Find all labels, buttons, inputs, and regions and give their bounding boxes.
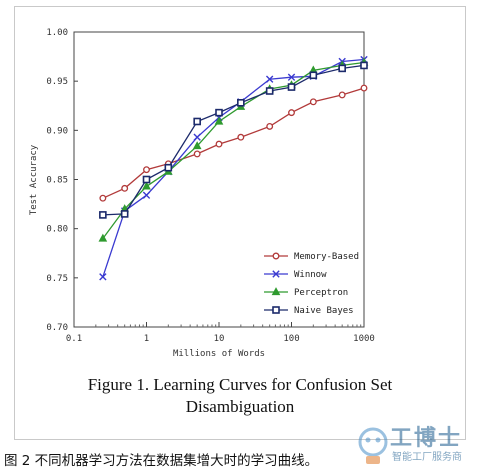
data-point-naive-bayes (237, 99, 245, 107)
figure-caption-line2: Disambiguation (185, 397, 295, 416)
data-point-naive-bayes (309, 71, 318, 80)
watermark-subtitle: 智能工厂服务商 (392, 452, 462, 463)
data-point-naive-bayes (142, 175, 151, 184)
series-perceptron (98, 57, 369, 242)
x-tick-label: 100 (283, 334, 299, 344)
y-axis-label: Test Accuracy (29, 144, 39, 215)
data-point-winnow (99, 273, 107, 281)
data-point-memory-based (309, 98, 317, 106)
x-tick-label: 0.1 (66, 334, 82, 344)
data-point-naive-bayes (120, 210, 129, 218)
series-line-memory-based (102, 87, 365, 199)
series-memory-based (99, 84, 368, 202)
y-tick-label: 0.70 (46, 323, 68, 333)
watermark-logo: 工博士 智能工厂服务商 (356, 418, 480, 470)
data-point-winnow (265, 75, 274, 83)
series-line-perceptron (102, 61, 365, 239)
legend-label-memory-based: Memory-Based (294, 252, 359, 262)
data-point-memory-based (121, 184, 129, 192)
data-point-perceptron (214, 116, 224, 125)
data-point-memory-based (99, 194, 107, 202)
data-point-memory-based (237, 133, 245, 141)
y-tick-label: 0.95 (46, 77, 68, 87)
figure-caption-line1: Figure 1. Learning Curves for Confusion … (87, 375, 393, 394)
data-point-winnow (193, 133, 201, 141)
data-point-naive-bayes (215, 108, 223, 117)
y-tick-label: 0.85 (46, 176, 68, 186)
x-axis-label: Millions of Words (173, 349, 265, 359)
data-point-naive-bayes (193, 117, 201, 126)
legend-marker-naive-bayes (272, 306, 280, 314)
legend-label-naive-bayes: Naive Bayes (294, 306, 354, 316)
legend-marker-winnow (272, 270, 280, 278)
data-point-winnow (142, 191, 151, 199)
data-point-naive-bayes (287, 83, 296, 91)
data-point-memory-based (215, 140, 223, 148)
y-tick-label: 1.00 (46, 28, 68, 38)
series-naive-bayes (99, 61, 368, 219)
legend-marker-memory-based (272, 252, 280, 260)
chinese-caption: 图 2 不同机器学习方法在数据集增大时的学习曲线。 (4, 453, 319, 469)
y-tick-label: 0.90 (46, 126, 68, 136)
x-tick-label: 1 (144, 334, 149, 344)
x-tick-label: 10 (214, 334, 225, 344)
legend-entry-winnow: Winnow (264, 270, 327, 280)
figure-caption: Figure 1. Learning Curves for Confusion … (14, 374, 466, 418)
data-point-perceptron (98, 233, 108, 242)
data-point-memory-based (338, 91, 346, 99)
data-point-naive-bayes (99, 211, 107, 219)
x-tick-label: 1000 (353, 334, 375, 344)
data-point-perceptron (192, 141, 202, 150)
y-tick-label: 0.75 (46, 274, 68, 284)
figure-frame (14, 6, 466, 440)
data-point-memory-based (266, 122, 274, 130)
legend-entry-naive-bayes: Naive Bayes (264, 306, 354, 316)
data-point-naive-bayes (265, 87, 274, 95)
legend-label-perceptron: Perceptron (294, 288, 348, 298)
data-point-memory-based (360, 84, 368, 92)
data-point-memory-based (288, 109, 295, 117)
data-point-memory-based (143, 166, 150, 174)
legend-marker-perceptron (271, 287, 281, 296)
y-tick-label: 0.80 (46, 225, 68, 235)
robot-icon (358, 427, 388, 464)
series-line-naive-bayes (102, 64, 365, 216)
data-point-memory-based (193, 150, 201, 158)
data-point-winnow (287, 73, 296, 81)
watermark-name: 工博士 (390, 425, 463, 451)
legend-entry-perceptron: Perceptron (264, 287, 348, 298)
data-point-naive-bayes (360, 61, 368, 70)
data-point-naive-bayes (164, 163, 173, 172)
legend: Memory-Based Winnow Perceptron Naive Bayes (258, 243, 362, 319)
data-point-naive-bayes (338, 64, 346, 73)
legend-entry-memory-based: Memory-Based (264, 252, 359, 262)
data-point-perceptron (142, 181, 151, 190)
legend-label-winnow: Winnow (294, 270, 327, 280)
